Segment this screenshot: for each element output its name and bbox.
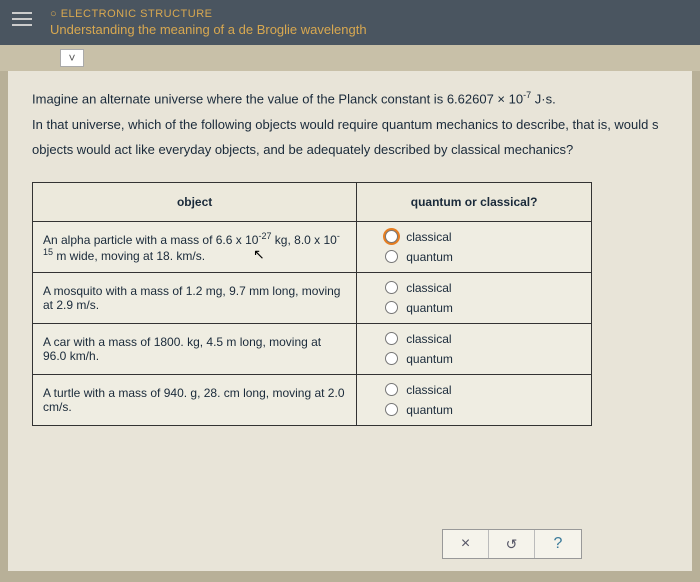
object-cell: An alpha particle with a mass of 6.6 x 1… [33,221,357,272]
cursor-icon: ↖ [253,246,265,263]
table-row: A mosquito with a mass of 1.2 mg, 9.7 mm… [33,272,592,323]
radio-quantum[interactable]: quantum [385,352,581,366]
category-label: ELECTRONIC STRUCTURE [50,8,688,20]
radio-quantum[interactable]: quantum [385,301,581,315]
top-bar: ELECTRONIC STRUCTURE Understanding the m… [0,0,700,45]
prompt-line3: objects would act like everyday objects,… [32,140,668,160]
close-button[interactable]: × [443,530,489,558]
header-choice: quantum or classical? [357,182,592,221]
object-cell: A turtle with a mass of 940. g, 28. cm l… [33,374,357,425]
menu-icon[interactable] [12,12,32,26]
prompt-text: Imagine an alternate universe where the … [32,91,447,106]
planck-unit: J·s. [535,91,556,106]
choice-cell: classical quantum [357,272,592,323]
planck-exponent: -7 [523,90,531,100]
radio-icon [385,250,398,263]
reset-icon: ↺ [506,536,518,553]
question-prompt: Imagine an alternate universe where the … [32,89,668,160]
reset-button[interactable]: ↺ [489,530,535,558]
radio-classical[interactable]: classical [385,383,581,397]
header-object: object [33,182,357,221]
help-button[interactable]: ? [535,530,581,558]
table-row: A turtle with a mass of 940. g, 28. cm l… [33,374,592,425]
planck-value: 6.62607 × 10 [447,91,523,106]
object-cell: A mosquito with a mass of 1.2 mg, 9.7 mm… [33,272,357,323]
chevron-down-icon[interactable]: ˅ [60,49,84,67]
radio-icon [385,301,398,314]
radio-icon [385,383,398,396]
close-icon: × [461,535,470,553]
content-panel: Imagine an alternate universe where the … [8,71,692,571]
choice-cell: classical quantum [357,221,592,272]
subheader-bar: ˅ [0,45,700,71]
radio-icon [385,403,398,416]
choice-cell: classical quantum [357,323,592,374]
radio-classical[interactable]: classical [385,230,581,244]
prompt-line2: In that universe, which of the following… [32,115,668,135]
choice-cell: classical quantum [357,374,592,425]
radio-quantum[interactable]: quantum [385,403,581,417]
objects-table: object quantum or classical? An alpha pa… [32,182,592,426]
title-block: ELECTRONIC STRUCTURE Understanding the m… [50,8,688,37]
action-bar: × ↺ ? [442,529,582,559]
radio-icon [385,230,398,243]
radio-icon [385,352,398,365]
object-cell: A car with a mass of 1800. kg, 4.5 m lon… [33,323,357,374]
radio-quantum[interactable]: quantum [385,250,581,264]
radio-classical[interactable]: classical [385,332,581,346]
table-row: An alpha particle with a mass of 6.6 x 1… [33,221,592,272]
radio-icon [385,332,398,345]
radio-icon [385,281,398,294]
help-icon: ? [554,535,563,553]
radio-classical[interactable]: classical [385,281,581,295]
page-subtitle: Understanding the meaning of a de Brogli… [50,22,688,37]
table-row: A car with a mass of 1800. kg, 4.5 m lon… [33,323,592,374]
